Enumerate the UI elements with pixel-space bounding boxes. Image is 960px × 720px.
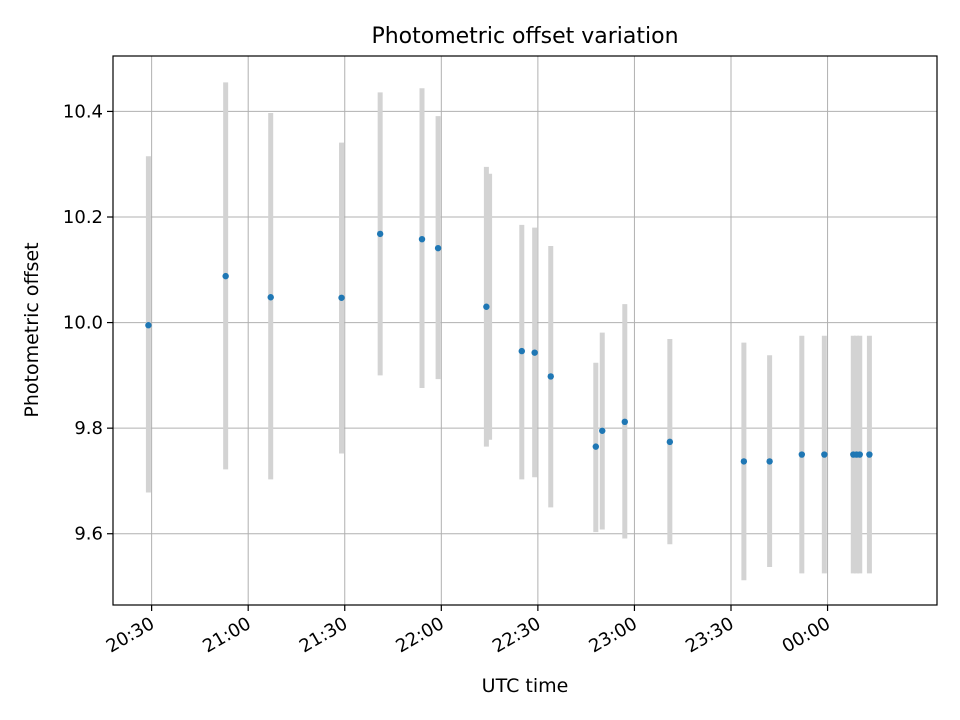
data-point (376, 230, 384, 238)
x-tick-label: 23:30 (682, 613, 737, 657)
y-axis-label: Photometric offset (21, 242, 43, 417)
y-tick-label: 9.6 (74, 524, 103, 545)
data-point (856, 451, 863, 458)
data-point (418, 235, 426, 243)
data-point (592, 443, 600, 450)
data-point (145, 322, 152, 329)
x-axis-label: UTC time (482, 675, 569, 697)
data-point (621, 418, 628, 426)
data-point (483, 303, 490, 310)
data-point (666, 438, 674, 446)
x-tick-label: 00:00 (779, 613, 834, 657)
data-point (547, 373, 554, 380)
data-points (145, 230, 873, 465)
x-tick-label: 20:30 (103, 613, 158, 657)
x-tick-label: 22:00 (392, 613, 447, 657)
data-point (866, 451, 873, 458)
y-tick-label: 9.8 (74, 418, 103, 439)
data-point (267, 294, 274, 301)
data-point (798, 451, 806, 458)
error-bars (145, 82, 872, 581)
data-point (531, 349, 538, 356)
grid (113, 56, 937, 605)
data-point (599, 427, 606, 434)
y-tick-label: 10.0 (63, 313, 103, 334)
x-tick-label: 23:00 (586, 613, 641, 657)
y-tick-label: 10.4 (63, 101, 103, 122)
x-axis-ticks: 20:30 21:00 21:30 22:00 22:30 23:00 23:30 00:00 (103, 605, 834, 657)
data-point (766, 458, 773, 465)
data-point (518, 347, 525, 355)
x-tick-label: 21:30 (296, 613, 351, 657)
data-point (821, 451, 828, 458)
x-tick-label: 22:30 (489, 613, 544, 657)
y-tick-label: 10.2 (63, 207, 103, 228)
data-point (338, 294, 345, 301)
chart-title: Photometric offset variation (371, 24, 678, 49)
plot-frame (112, 55, 938, 606)
x-tick-label: 21:00 (199, 613, 254, 657)
data-point (222, 272, 229, 280)
data-point (434, 244, 442, 252)
data-point (740, 458, 748, 465)
y-axis-ticks: 9.6 9.8 10.0 10.2 10.4 (63, 101, 113, 545)
